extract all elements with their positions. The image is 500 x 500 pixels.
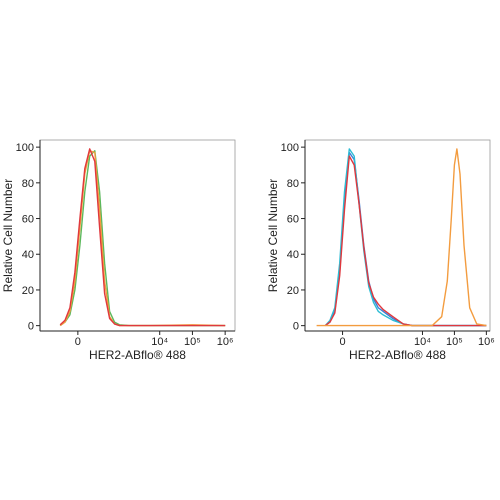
y-tick-label: 100: [281, 142, 299, 154]
y-tick-label: 20: [287, 285, 299, 297]
y-tick-label: 40: [22, 249, 34, 261]
x-tick-label: 10⁶: [217, 336, 234, 348]
plot-frame: [39, 139, 236, 332]
y-tick-label: 60: [22, 214, 34, 226]
histogram-line: [324, 155, 487, 327]
y-axis-label: Relative Cell Number: [1, 179, 15, 292]
x-tick-label: 10⁵: [184, 336, 201, 348]
x-tick-label: 10⁶: [478, 336, 495, 348]
x-tick-label: 10⁴: [151, 336, 168, 348]
histogram-line: [324, 151, 487, 327]
plot-frame: [304, 139, 491, 332]
y-tick-label: 100: [16, 142, 34, 154]
x-tick-label: 0: [75, 336, 81, 348]
y-tick-label: 0: [28, 321, 34, 333]
histogram-line: [324, 148, 487, 327]
x-tick-label: 10⁵: [446, 336, 463, 348]
y-tick-label: 80: [22, 178, 34, 190]
x-tick-label: 10⁴: [414, 336, 431, 348]
x-axis-label: HER2-ABflo® 488: [349, 348, 446, 362]
y-axis-label: Relative Cell Number: [266, 179, 280, 292]
y-tick-label: 20: [22, 285, 34, 297]
histogram-line: [59, 148, 226, 327]
x-axis-label: HER2-ABflo® 488: [89, 348, 186, 362]
y-tick-label: 80: [287, 178, 299, 190]
y-tick-label: 0: [293, 321, 299, 333]
histogram-line: [59, 150, 226, 327]
y-tick-label: 60: [287, 214, 299, 226]
x-tick-label: 0: [339, 336, 345, 348]
histogram-line: [316, 148, 487, 327]
y-tick-label: 40: [287, 249, 299, 261]
